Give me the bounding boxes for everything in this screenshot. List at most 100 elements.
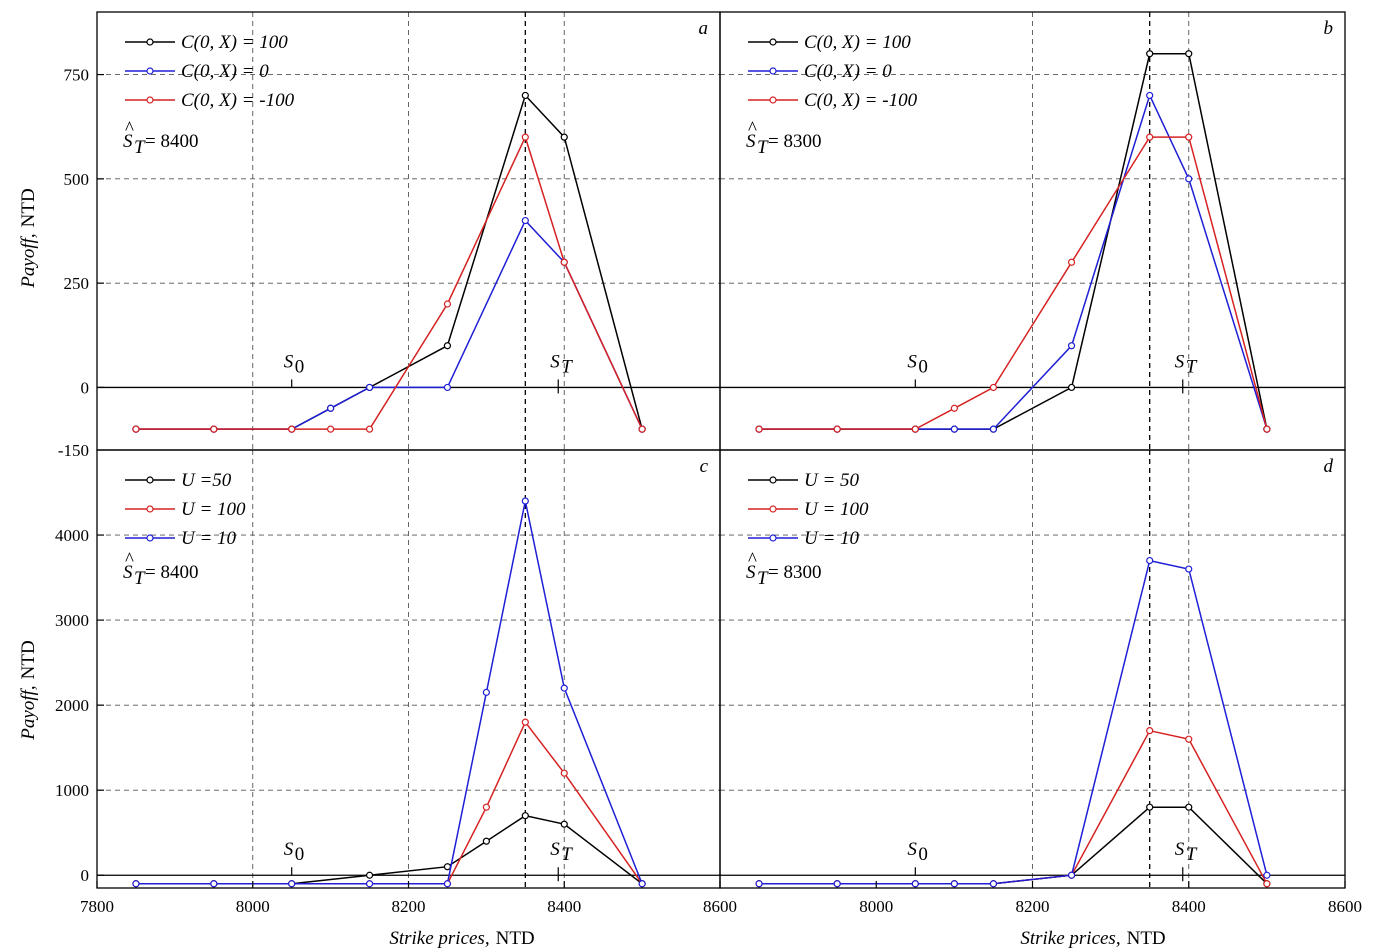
- data-point: [1146, 91, 1154, 100]
- st-label: S: [1175, 351, 1185, 372]
- legend-marker: [146, 38, 154, 46]
- st-hat-subscript: T: [757, 568, 769, 589]
- legend-marker: [769, 505, 777, 513]
- st-hat-caret: ^: [125, 118, 134, 139]
- legend-marker: [146, 534, 154, 542]
- data-point: [365, 383, 374, 392]
- x-axis-title-right: Strike prices, NTD: [1020, 928, 1165, 949]
- data-point: [365, 880, 374, 888]
- y-tick-label: 3000: [55, 611, 89, 630]
- legend-entry: C(0, X) = 0: [804, 61, 892, 82]
- y-axis-title-bottom: Payoff,NTD: [18, 640, 39, 740]
- data-point: [443, 342, 452, 350]
- st-hat-caret: ^: [748, 118, 757, 139]
- st-hat-value: = 8300: [768, 131, 821, 152]
- data-point: [327, 404, 335, 412]
- data-point: [1146, 50, 1154, 58]
- data-point: [638, 880, 646, 888]
- series-line: [759, 559, 1268, 885]
- data-point: [521, 91, 529, 100]
- s0-label: S: [284, 839, 294, 860]
- series-a-0: [132, 91, 646, 433]
- x-tick-label: 8000: [859, 897, 893, 916]
- data-point: [755, 425, 763, 433]
- st-hat-annotation: S T^ = 8300: [746, 118, 821, 158]
- legend-entry: U = 100: [804, 499, 869, 520]
- st-hat-symbol: S: [746, 131, 756, 152]
- data-point: [1263, 425, 1271, 433]
- st-hat-value: = 8400: [145, 562, 198, 583]
- data-point: [638, 425, 646, 433]
- data-point: [560, 258, 568, 266]
- x-tick-label: 8600: [1328, 897, 1362, 916]
- y-tick-label: 0: [81, 378, 90, 397]
- y-tick-label: 2000: [55, 696, 89, 715]
- legend-marker: [146, 67, 154, 75]
- data-point: [989, 880, 998, 888]
- y-axis-title-top: Payoff,NTD: [18, 188, 39, 288]
- legend-entry: C(0, X) = 100: [804, 32, 911, 53]
- panel-letter: a: [699, 18, 709, 39]
- st-hat-value: = 8300: [768, 562, 821, 583]
- legend-marker: [146, 96, 154, 104]
- data-point: [365, 425, 374, 433]
- data-point: [1185, 133, 1193, 141]
- data-point: [443, 300, 452, 308]
- s0-label: S: [284, 351, 294, 372]
- data-point: [482, 837, 490, 845]
- data-point: [443, 383, 452, 392]
- series-a-1: [132, 216, 646, 433]
- data-point: [1185, 565, 1193, 573]
- st-hat-annotation: S T^ = 8300: [746, 549, 821, 589]
- series-d-2: [755, 556, 1271, 888]
- x-tick-label: 7800: [80, 897, 114, 916]
- data-point: [443, 880, 452, 888]
- data-point: [210, 425, 218, 433]
- legend-entry: U = 10: [804, 528, 860, 549]
- y-tick-label: 750: [64, 66, 90, 85]
- y-tick-label: -150: [58, 441, 89, 460]
- legend-d: U = 50 U = 100 U = 10: [748, 470, 869, 549]
- x-tick-label: 8600: [703, 897, 737, 916]
- legend-entry: U =50: [181, 470, 232, 491]
- panel-a: a C(0, X) = 100 C(0, X) = 0 C(0, X) = -100 S…: [58, 11, 721, 460]
- st-hat-annotation: S T^ = 8400: [123, 549, 198, 589]
- data-point: [1185, 50, 1193, 58]
- data-point: [833, 425, 841, 433]
- data-point: [1185, 803, 1193, 811]
- legend-marker: [769, 534, 777, 542]
- st-label: S: [550, 839, 560, 860]
- data-point: [1185, 735, 1193, 743]
- legend-entry: U = 100: [181, 499, 246, 520]
- data-point: [482, 803, 490, 811]
- series-a-2: [132, 133, 646, 433]
- legend-b: C(0, X) = 100 C(0, X) = 0 C(0, X) = -100: [748, 32, 918, 111]
- legend-marker: [769, 96, 777, 104]
- data-point: [950, 425, 958, 433]
- y-tick-label: 500: [64, 170, 90, 189]
- x-axis-title-left: Strike prices, NTD: [389, 928, 534, 949]
- legend-entry: U = 10: [181, 528, 237, 549]
- panel-letter: c: [700, 456, 709, 477]
- data-point: [911, 425, 919, 433]
- data-point: [1146, 727, 1154, 735]
- data-point: [911, 880, 919, 888]
- panel-letter: b: [1324, 18, 1334, 39]
- st-hat-subscript: T: [134, 568, 146, 589]
- data-point: [1067, 342, 1076, 350]
- data-point: [482, 688, 490, 696]
- data-point: [1263, 880, 1271, 888]
- data-point: [521, 497, 529, 505]
- legend-entry: C(0, X) = 100: [181, 32, 288, 53]
- x-tick-label: 8400: [547, 897, 581, 916]
- data-point: [1067, 383, 1076, 392]
- panel-letter: d: [1324, 456, 1334, 477]
- st-hat-subscript: T: [134, 137, 146, 158]
- panels-group: a C(0, X) = 100 C(0, X) = 0 C(0, X) = -100 S…: [55, 11, 1362, 916]
- s0-subscript: 0: [918, 356, 928, 377]
- data-point: [989, 425, 998, 433]
- legend-a: C(0, X) = 100 C(0, X) = 0 C(0, X) = -100: [125, 32, 295, 111]
- legend-marker: [146, 476, 154, 484]
